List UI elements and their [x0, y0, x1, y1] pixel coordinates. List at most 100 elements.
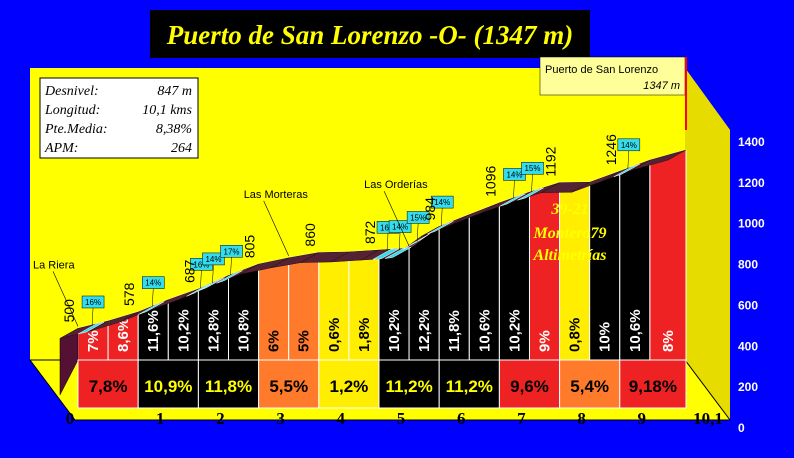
steep-ramp-band-7: [402, 234, 430, 250]
gradient-bar-19: [649, 149, 687, 361]
credit-line-2: Montero79: [533, 225, 607, 242]
x-tick-label-2: 2: [216, 409, 225, 428]
altitude-label-6: 984: [422, 197, 438, 221]
steep-ramp-leader-11: [627, 150, 630, 169]
steep-ramp-label-0: 16%: [85, 298, 101, 307]
credit-line-3: Altimetrías: [533, 247, 607, 264]
place-labels: La Riera Las Morteras Las Orderías: [33, 179, 428, 327]
km-gradient-label-8: 5,4%: [570, 377, 609, 396]
steep-ramp-band-9: [499, 193, 526, 207]
title-box: [150, 10, 590, 58]
steep-ramp-band-2: [186, 282, 213, 297]
info-box: [39, 77, 199, 159]
steep-ramp-label-2: 16%: [193, 260, 209, 269]
altitude-label-9: 1246: [603, 134, 619, 165]
info-label-1: Longitud:: [44, 103, 100, 118]
km-gradient-label-7: 9,6%: [510, 377, 549, 396]
km-gradient-label-0: 7,8%: [89, 377, 128, 396]
half-km-gradient-label-16: 0,8%: [567, 318, 584, 352]
steep-ramp-markers: 16%14%16%14%17%16%14%15%14%14%15%14%: [77, 138, 641, 335]
km-gradient-label-6: 11,2%: [446, 377, 493, 396]
half-km-gradient-label-15: 9%: [537, 330, 554, 352]
y-tick-label-4: 800: [738, 258, 758, 272]
altitude-label-8: 1192: [543, 146, 559, 176]
x-tick-label-9: 9: [638, 409, 647, 428]
km-gradient-label-9: 9,18%: [629, 377, 677, 396]
half-km-gradient-label-10: 10,2%: [386, 309, 403, 352]
info-value-3: 264: [171, 141, 192, 156]
place-leader-2: [383, 191, 410, 247]
km-gradient-cell-3: [258, 359, 320, 409]
steep-ramp-leader-7: [416, 223, 419, 242]
half-km-gradient-label-12: 11,8%: [446, 310, 463, 352]
half-km-gradient-label-7: 5%: [296, 330, 313, 352]
y-tick-label-0: 0: [738, 421, 745, 435]
km-gradient-label-3: 5,5%: [269, 377, 308, 396]
steep-ramp-leader-0: [91, 307, 94, 326]
info-label-3: APM:: [44, 141, 78, 156]
steep-ramp-band-5: [372, 248, 400, 260]
place-leader-0: [52, 271, 79, 327]
km-gradient-cell-0: [77, 359, 139, 409]
summit-box: [539, 56, 686, 96]
place-leader-1: [263, 200, 289, 256]
steep-ramp-leader-10: [531, 174, 533, 193]
steep-ramp-leader-9: [513, 180, 515, 199]
half-km-gradient-label-18: 10,6%: [627, 309, 644, 352]
half-km-gradient-label-17: 10%: [597, 322, 614, 352]
info-value-1: 10,1 kms: [142, 103, 192, 118]
altitude-label-7: 1096: [482, 166, 498, 197]
x-axis: 0 1 2 3 4 5 6 7 8 9 10,1: [66, 409, 723, 428]
steep-ramp-label-1: 14%: [145, 279, 161, 288]
place-label-0: La Riera: [33, 259, 75, 271]
half-km-gradient-label-5: 10,8%: [236, 309, 253, 352]
x-tick-label-4: 4: [337, 409, 346, 428]
summit-name: Puerto de San Lorenzo: [545, 64, 658, 76]
steep-ramp-leader-5: [386, 233, 389, 252]
steep-ramp-leader-1: [152, 288, 154, 307]
steep-ramp-leader-2: [200, 270, 202, 289]
x-tick-label-3: 3: [276, 409, 285, 428]
half-km-gradient-label-11: 12,2%: [416, 309, 433, 352]
place-label-2: Las Orderías: [364, 179, 428, 191]
steep-ramp-label-10: 15%: [524, 164, 540, 173]
x-tick-label-0: 0: [66, 409, 75, 428]
altitude-label-3: 805: [242, 235, 258, 259]
info-value-0: 847 m: [157, 84, 192, 99]
altitude-labels: 500 578 687 805 860 872 984 1096 1192 1246: [61, 134, 619, 322]
y-tick-label-1: 200: [738, 380, 758, 394]
steep-ramp-label-7: 15%: [410, 213, 426, 222]
chart-panel-side: [685, 68, 730, 420]
y-tick-label-6: 1200: [738, 176, 765, 190]
steep-ramp-leader-3: [212, 264, 214, 283]
km-gradient-cell-4: [318, 359, 380, 409]
steep-ramp-band-11: [613, 163, 640, 178]
km-gradient-label-5: 11,2%: [385, 377, 432, 396]
steep-ramp-label-9: 14%: [506, 170, 522, 179]
half-km-gradient-label-3: 10,2%: [175, 309, 192, 352]
half-km-gradient-label-1: 8,6%: [115, 318, 132, 352]
steep-ramp-band-1: [138, 301, 165, 315]
half-km-gradient-label-19: 8%: [660, 330, 677, 352]
y-tick-label-3: 600: [738, 298, 758, 312]
steep-ramp-label-11: 14%: [621, 141, 637, 150]
info-label-0: Desnivel:: [44, 84, 99, 99]
km-gradient-cell-6: [438, 359, 500, 409]
altitude-label-2: 687: [181, 259, 197, 283]
x-tick-label-8: 8: [577, 409, 586, 428]
steep-ramp-band-8: [427, 221, 454, 235]
summit-altitude: 1347 m: [643, 80, 680, 92]
y-tick-label-7: 1400: [738, 135, 765, 149]
steep-ramp-leader-6: [398, 232, 401, 251]
steep-ramp-label-5: 16%: [380, 223, 396, 232]
info-label-2: Pte.Media:: [44, 122, 108, 137]
half-km-gradient-label-14: 10,2%: [506, 309, 523, 352]
x-tick-label-1: 1: [156, 409, 165, 428]
steep-ramp-label-4: 17%: [224, 247, 240, 256]
info-rows: Desnivel: 847 m Longitud: 10,1 kms Pte.Media…: [44, 84, 193, 156]
km-gradient-label-1: 10,9%: [144, 377, 192, 396]
steep-ramp-band-0: [77, 321, 105, 335]
credit-line-1: 39-21: [550, 201, 588, 218]
